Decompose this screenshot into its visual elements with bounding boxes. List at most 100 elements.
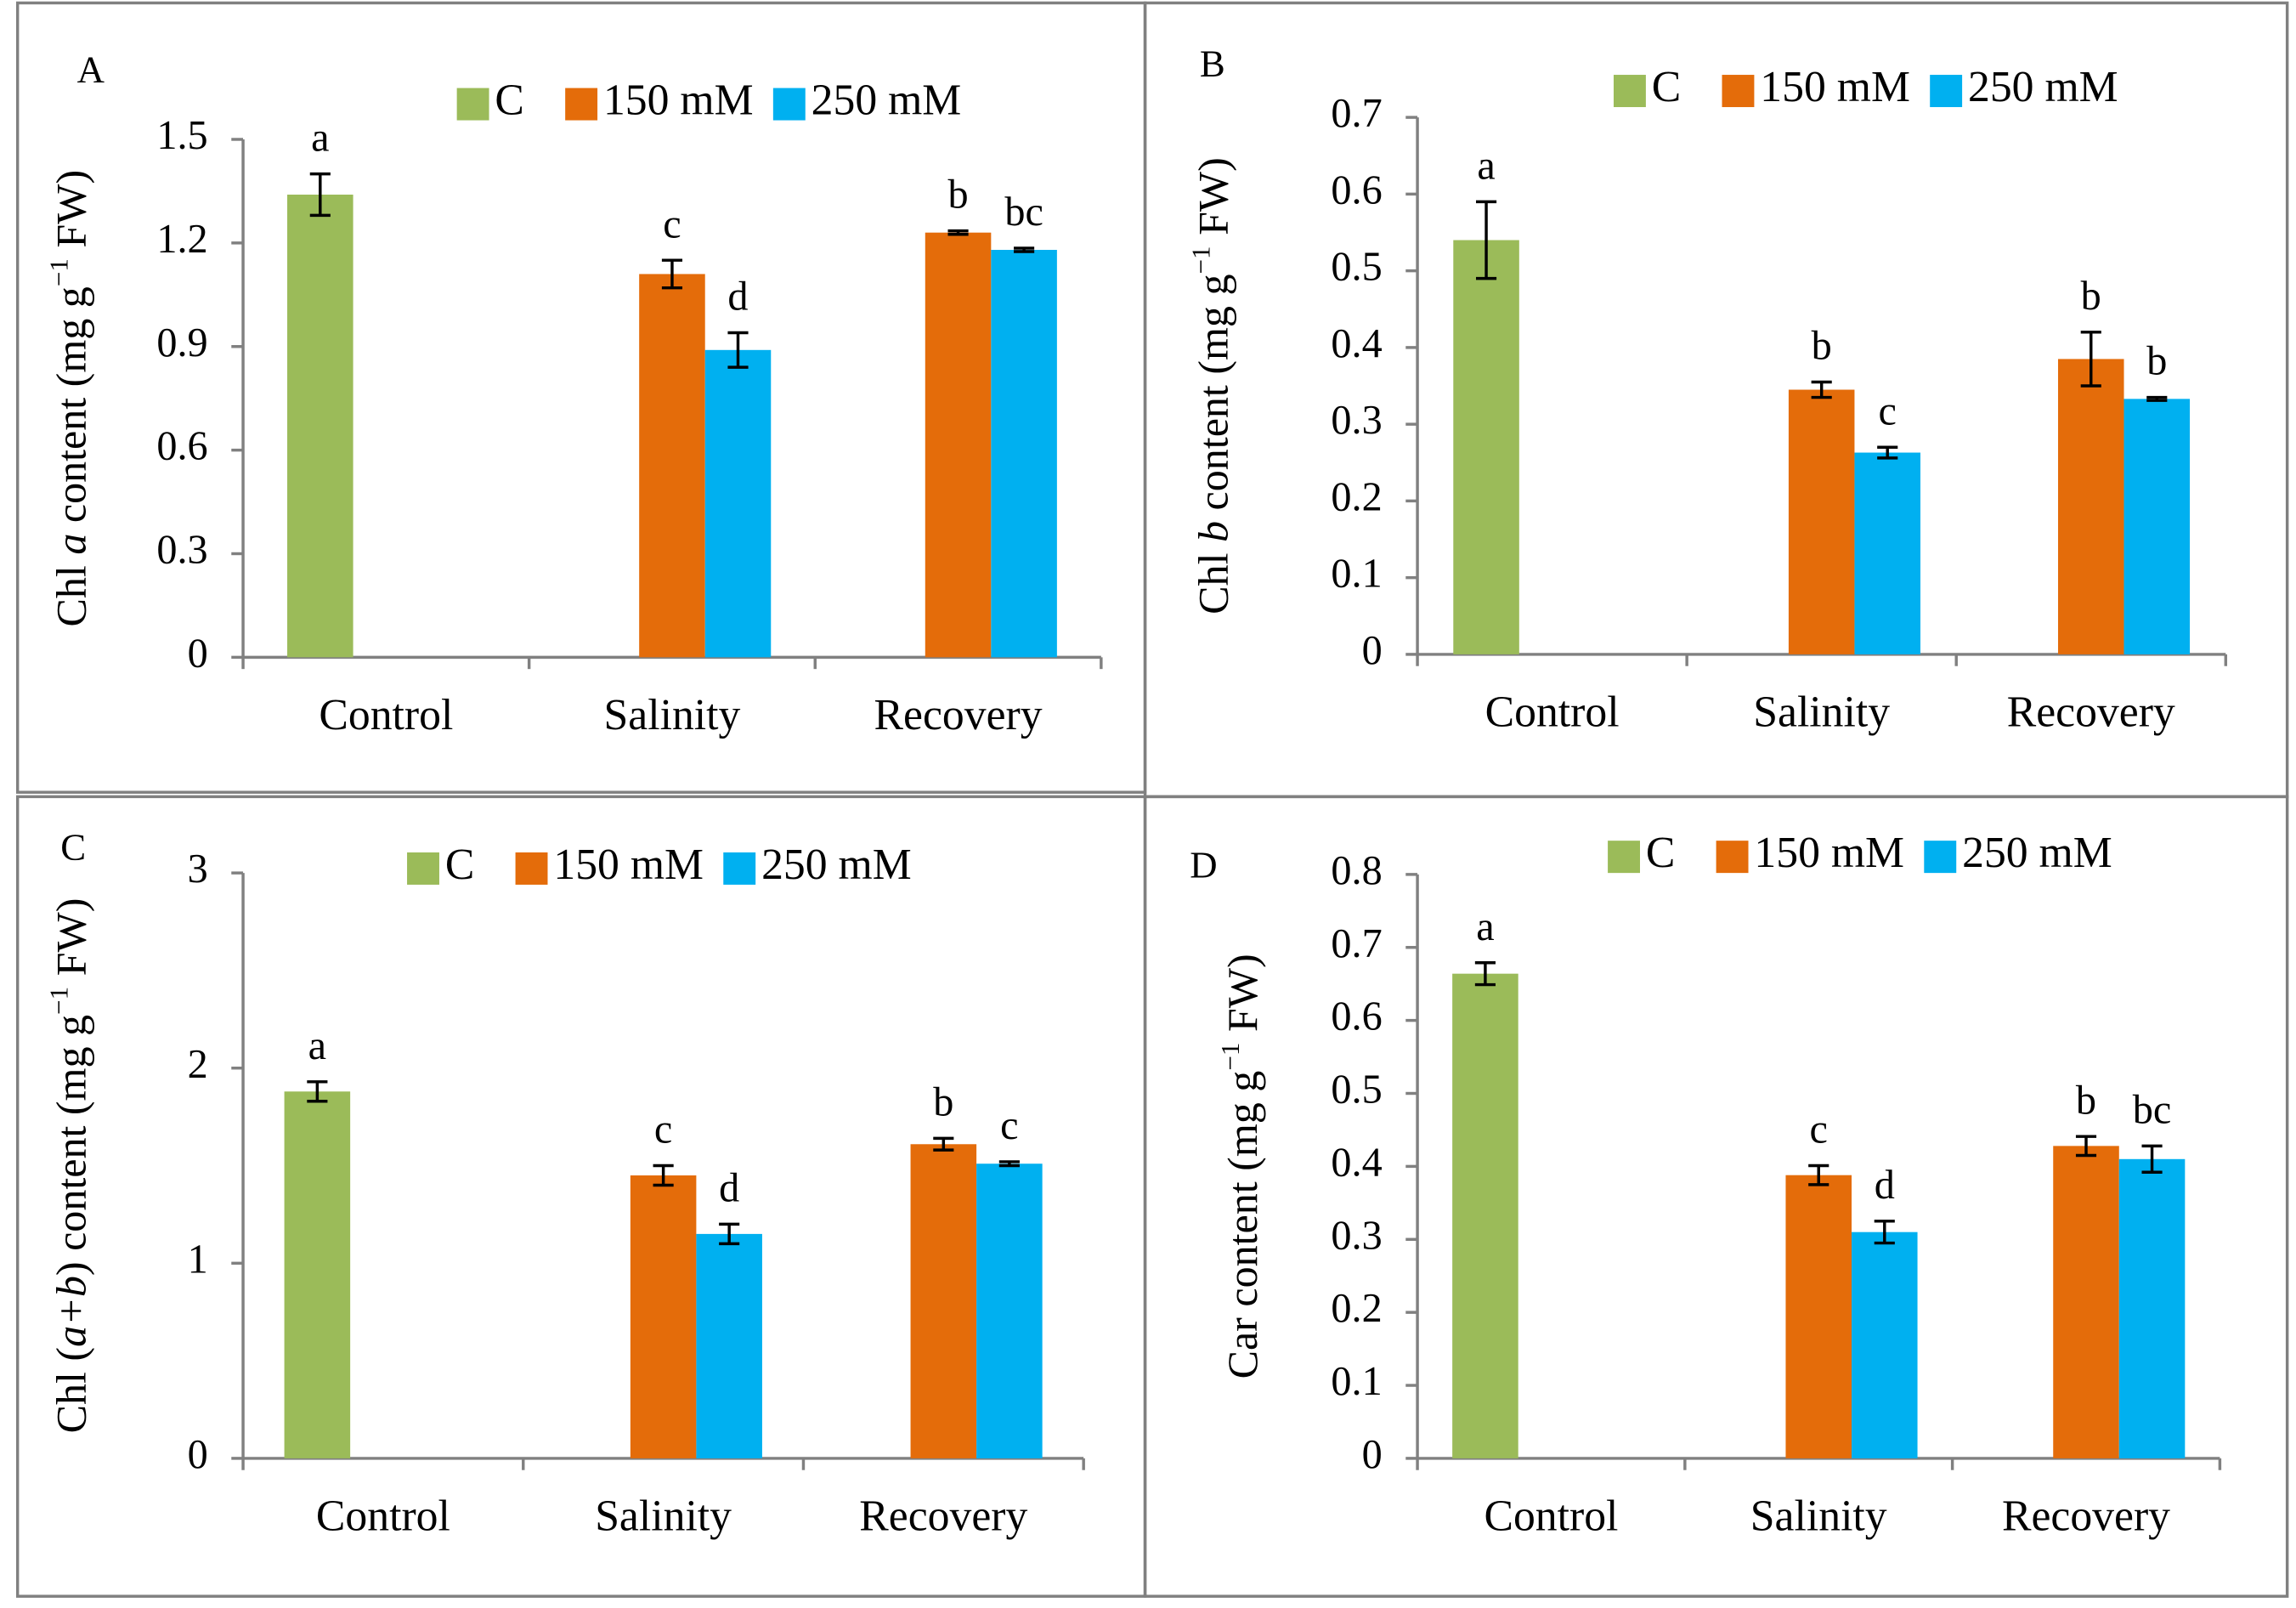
y-tick-label: 0.3 [1331,1213,1382,1258]
y-tick-label: 0.3 [156,528,207,573]
y-axis-label-part: content (mg g [48,286,95,533]
x-tick-label: Control [316,1492,450,1540]
y-tick-label: 0.4 [1331,321,1382,366]
significance-letter: d [727,275,748,320]
x-tick-label: Recovery [2007,688,2175,736]
bar [630,1175,697,1458]
x-tick-label: Control [1484,1492,1618,1540]
significance-letter: c [1879,388,1897,433]
legend-swatch [515,852,548,885]
bar [1788,389,1855,654]
bar [1785,1175,1852,1458]
bar [925,232,992,658]
bar [2118,1158,2186,1458]
y-tick-label: 0.1 [1331,1359,1382,1404]
y-axis-label-part: Car content (mg g [1219,1071,1267,1379]
y-tick-label: 0.4 [1331,1140,1382,1185]
legend-label: 150 mM [603,76,754,124]
y-axis-label-part: b [1190,521,1237,542]
y-tick-label: 0 [1362,628,1383,673]
significance-letter: a [308,1023,326,1068]
y-axis-label-part: FW) [1190,157,1237,246]
y-tick-label: 0.1 [1331,552,1382,597]
y-tick-label: 2 [188,1042,208,1087]
y-axis-label-part: Chl [1190,542,1237,614]
bar [2057,359,2124,654]
y-tick-label: 0.9 [156,320,207,365]
y-tick-label: 0.3 [1331,398,1382,443]
y-tick-label: 3 [188,846,208,892]
y-axis-label: Car content (mg g−1 FW) [1215,954,1267,1379]
x-tick-label: Recovery [2002,1492,2170,1540]
y-tick-label: 0.2 [1331,1286,1382,1331]
panel-label: B [1200,42,1225,85]
y-tick-label: 0.5 [1331,1067,1382,1113]
legend-swatch [456,88,489,121]
bar [1854,452,1920,654]
legend-label: 250 mM [1968,63,2118,111]
legend-swatch [407,852,439,885]
panel-frame [1143,795,2289,1598]
x-tick-label: Recovery [874,691,1043,739]
legend-swatch [772,88,806,121]
legend-label: C [1652,63,1681,111]
x-tick-label: Salinity [1753,688,1890,736]
significance-letter: c [1810,1107,1828,1152]
bar [1452,973,1518,1458]
x-tick-label: Salinity [604,691,741,739]
bar [287,194,353,658]
significance-letter: a [1477,143,1495,188]
y-tick-label: 0 [188,1432,208,1477]
legend-label: 250 mM [1962,829,2112,877]
bar [976,1164,1043,1458]
x-tick-label: Salinity [1750,1492,1887,1540]
bar [2053,1146,2119,1458]
significance-letter: c [663,201,681,246]
x-tick-label: Salinity [595,1492,732,1540]
significance-letter: b [2146,339,2167,384]
significance-letter: c [1000,1103,1018,1148]
y-tick-label: 0.6 [156,424,207,469]
legend-swatch [1716,841,1749,874]
significance-letter: b [947,173,968,218]
y-tick-label: 0.8 [1331,848,1382,893]
y-axis-label-part: FW) [1219,954,1267,1042]
y-axis-label-part: −1 [1215,1043,1245,1071]
y-tick-label: 0 [188,631,208,676]
legend-label: C [445,841,474,889]
legend-swatch [565,88,598,121]
bar [1852,1231,1918,1458]
legend-label: C [1646,829,1675,877]
legend-label: 250 mM [812,76,962,124]
legend-label: 250 mM [761,841,912,889]
y-axis-label-part: Chl ( [48,1347,95,1433]
y-axis-label: Chl (a+b) content (mg g−1 FW) [43,898,95,1434]
panel-label: A [77,48,105,91]
y-tick-label: 0.6 [1331,167,1382,212]
bar [910,1144,977,1458]
y-axis-label: Chl a content (mg g−1 FW) [43,170,95,627]
y-axis-label-part: FW) [48,170,95,258]
significance-letter: a [1476,904,1494,949]
y-tick-label: 0.5 [1331,245,1382,290]
y-tick-label: 1.5 [156,113,207,158]
significance-letter: c [654,1107,672,1152]
y-axis-label-part: content (mg g [1190,275,1237,521]
significance-letter: a [311,116,329,161]
x-tick-label: Control [319,691,453,739]
y-tick-label: 1 [188,1237,208,1282]
y-tick-label: 0.7 [1331,91,1382,136]
significance-letter: b [2081,274,2101,319]
significance-letter: b [1812,324,1832,369]
legend-label: 150 mM [553,841,704,889]
y-axis-label-part: FW) [48,898,95,987]
panel-label: D [1190,843,1217,886]
significance-letter: b [933,1079,953,1124]
bar [284,1091,351,1458]
y-axis-label-part: −1 [1185,246,1215,274]
legend-swatch [1930,75,1963,108]
bar [639,274,705,658]
significance-letter: d [1875,1163,1895,1208]
y-axis-label-part: Chl [48,555,95,627]
